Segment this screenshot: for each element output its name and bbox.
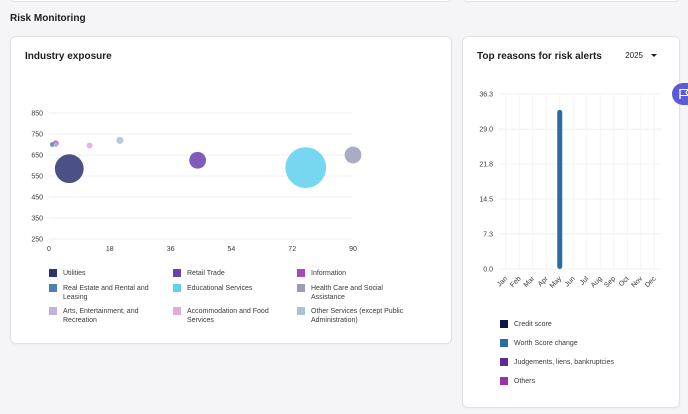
legend-label: Educational Services [187, 285, 253, 292]
legend-label: Other Services (except Public Administra… [311, 308, 404, 324]
x-tick-label: Dec [644, 275, 658, 289]
bar-chart: 0.0 7.3 14.5 21.8 29.0 36.3 Jan Feb Mar Apr May Jun… [479, 92, 661, 290]
legend-swatch [500, 377, 508, 385]
x-tick-label: Jul [579, 275, 591, 287]
section-title: Risk Monitoring [10, 13, 86, 24]
legend-swatch [173, 307, 181, 315]
year-select-value: 2025 [625, 51, 643, 60]
flag-icon [679, 88, 688, 99]
industry-exposure-card: Industry exposure 250 350 450 550 650 750 850 0… [10, 36, 452, 344]
bubble-educational-services[interactable] [285, 147, 327, 188]
legend-item[interactable]: Judgements, liens, bankruptcies [500, 358, 660, 367]
legend-item[interactable]: Educational Services [173, 284, 291, 293]
legend-label: Judgements, liens, bankruptcies [514, 359, 614, 366]
bar-worth-score-change-may[interactable] [557, 109, 563, 269]
bubble-arts-entertainment-and-recreation[interactable] [53, 142, 59, 147]
bubble-real-estate-and-rental-and-leasing[interactable] [49, 142, 55, 147]
x-tick-label: 0 [47, 246, 51, 253]
legend-swatch [500, 339, 508, 347]
legend-label: Real Estate and Rental and Leasing [63, 285, 149, 301]
x-tick-label: 90 [349, 246, 357, 253]
y-tick-label: 7.3 [483, 231, 493, 238]
bubble-other-services-except-public-administration-[interactable] [116, 136, 124, 144]
legend-item[interactable]: Others [500, 377, 660, 386]
legend-label: Utilities [63, 270, 86, 277]
legend-label: Health Care and Social Assistance [311, 285, 383, 301]
legend-label: Others [514, 378, 536, 385]
bubble-chart: 250 350 450 550 650 750 850 0 18 36 54 72 90 [31, 111, 362, 253]
legend-label: Credit score [514, 321, 552, 328]
legend-item[interactable]: Accommodation and Food Services [173, 307, 291, 325]
legend-label: Worth Score change [514, 340, 578, 347]
y-tick-label: 29.0 [479, 127, 493, 134]
x-tick-label: 18 [106, 246, 114, 253]
legend-item[interactable]: Arts, Entertainment, and Recreation [49, 307, 167, 325]
risk-alerts-card: Top reasons for risk alerts 2025 0.0 7.3 1… [462, 36, 680, 408]
legend-swatch [173, 284, 181, 292]
bubble-utilities[interactable] [54, 154, 84, 184]
risk-alerts-title: Top reasons for risk alerts [477, 51, 602, 62]
x-tick-label: Jan [496, 275, 509, 288]
y-tick-label: 850 [31, 111, 43, 118]
legend-item[interactable]: Retail Trade [173, 269, 291, 278]
x-tick-label: Apr [537, 275, 550, 288]
legend-swatch [297, 269, 305, 277]
x-tick-label: Feb [509, 275, 523, 289]
x-tick-label: May [549, 275, 564, 290]
bubble-accommodation-and-food-services[interactable] [86, 142, 93, 149]
legend-label: Information [311, 270, 347, 277]
legend-swatch [49, 284, 57, 292]
legend-item[interactable]: Information [297, 269, 415, 278]
flag-button[interactable] [672, 83, 688, 105]
legend-item[interactable]: Other Services (except Public Administra… [297, 307, 415, 325]
legend-item[interactable]: Credit score [500, 320, 660, 329]
legend-item[interactable]: Health Care and Social Assistance [297, 284, 415, 302]
y-tick-label: 0.0 [483, 267, 493, 274]
y-tick-label: 550 [31, 174, 43, 181]
bubble-health-care-and-social-assistance[interactable] [344, 146, 362, 164]
legend-swatch [297, 284, 305, 292]
x-tick-label: Sep [603, 275, 617, 289]
y-tick-label: 750 [31, 132, 43, 139]
y-tick-label: 650 [31, 153, 43, 160]
x-tick-label: 36 [167, 246, 175, 253]
legend-item[interactable]: Utilities [49, 269, 167, 278]
year-select[interactable]: 2025 [625, 51, 657, 60]
y-tick-label: 21.8 [479, 161, 493, 168]
bubble-retail-trade[interactable] [189, 151, 207, 169]
top-card-left [10, 0, 452, 2]
x-tick-label: Oct [618, 275, 631, 288]
y-tick-label: 250 [31, 237, 43, 244]
legend-item[interactable]: Real Estate and Rental and Leasing [49, 284, 167, 302]
y-tick-label: 350 [31, 216, 43, 223]
legend-swatch [49, 307, 57, 315]
legend-swatch [500, 358, 508, 366]
legend-swatch [500, 320, 508, 328]
y-tick-label: 450 [31, 195, 43, 202]
x-tick-label: Aug [590, 275, 604, 289]
legend-label: Retail Trade [187, 270, 225, 277]
legend-swatch [49, 269, 57, 277]
y-tick-label: 14.5 [479, 197, 493, 204]
industry-exposure-title: Industry exposure [25, 51, 112, 62]
x-tick-label: 54 [228, 246, 236, 253]
legend-swatch [297, 307, 305, 315]
x-tick-label: Nov [630, 275, 644, 289]
legend-swatch [173, 269, 181, 277]
legend-label: Accommodation and Food Services [187, 308, 269, 324]
chevron-down-icon [651, 54, 657, 57]
x-tick-label: 72 [288, 246, 296, 253]
legend-label: Arts, Entertainment, and Recreation [63, 308, 139, 324]
x-tick-label: Mar [523, 275, 537, 289]
top-card-right [462, 0, 680, 2]
y-tick-label: 36.3 [479, 92, 493, 99]
x-tick-label: Jun [564, 275, 577, 288]
legend-item[interactable]: Worth Score change [500, 339, 660, 348]
